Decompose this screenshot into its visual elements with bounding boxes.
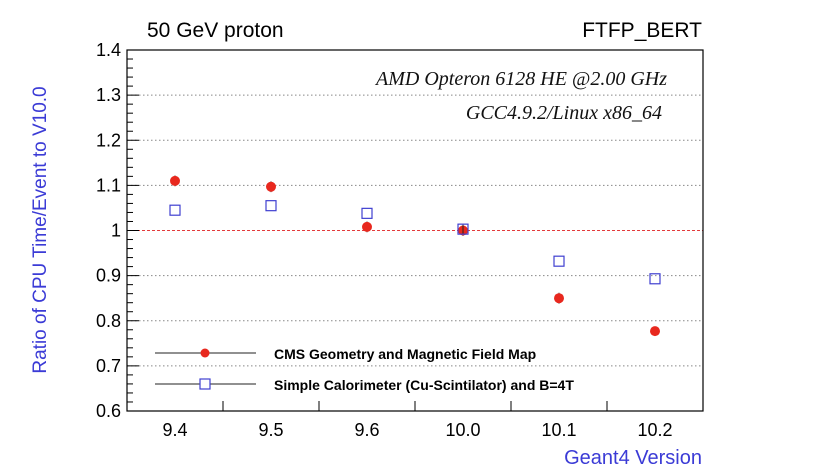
y-tick-label: 1.3 (96, 85, 121, 105)
y-tick-label: 0.7 (96, 356, 121, 376)
point-simple (169, 204, 181, 216)
legend-label-cms: CMS Geometry and Magnetic Field Map (274, 346, 536, 362)
y-tick-label: 1.4 (96, 40, 121, 60)
axis-ticks: 0.6 0.7 0.8 0.9 1 1.1 1.2 1.3 1.4 9.4 9.5 9.6 10.0 10… (96, 40, 673, 440)
y-tick-label: 0.8 (96, 311, 121, 331)
legend-marker-cms (200, 348, 210, 358)
legend: CMS Geometry and Magnetic Field Map Simp… (155, 346, 574, 393)
legend-label-simple: Simple Calorimeter (Cu-Scintilator) and … (274, 377, 574, 393)
data-series (169, 175, 661, 337)
x-tick-label: 9.4 (162, 420, 187, 440)
y-tick-label: 1.2 (96, 130, 121, 150)
point-simple (457, 223, 469, 235)
point-simple (361, 207, 373, 219)
x-tick-label: 10.1 (541, 420, 576, 440)
legend-marker-simple (199, 378, 211, 390)
point-cms (266, 181, 276, 192)
y-tick-label: 1.1 (96, 175, 121, 195)
x-axis-label: Geant4 Version (564, 447, 702, 469)
point-simple (265, 200, 277, 212)
annotation-compiler: GCC4.9.2/Linux x86_64 (466, 102, 662, 124)
x-tick-label: 9.6 (354, 420, 379, 440)
y-axis-label: Ratio of CPU Time/Event to V10.0 (30, 86, 51, 373)
x-tick-label: 10.0 (445, 420, 480, 440)
title-left: 50 GeV proton (147, 19, 284, 42)
title-right: FTFP_BERT (582, 19, 702, 42)
annotation-cpu: AMD Opteron 6128 HE @2.00 GHz (374, 68, 667, 90)
point-cms (362, 221, 372, 232)
grid-lines (127, 94, 703, 367)
x-tick-label: 9.5 (258, 420, 283, 440)
point-cms (650, 326, 660, 337)
x-tick-label: 10.2 (637, 420, 672, 440)
point-cms (170, 175, 180, 186)
point-cms (554, 293, 564, 304)
point-simple (649, 273, 661, 285)
y-tick-label: 0.9 (96, 266, 121, 286)
y-tick-label: 0.6 (96, 401, 121, 421)
point-simple (553, 255, 565, 267)
y-tick-label: 1 (111, 221, 121, 241)
